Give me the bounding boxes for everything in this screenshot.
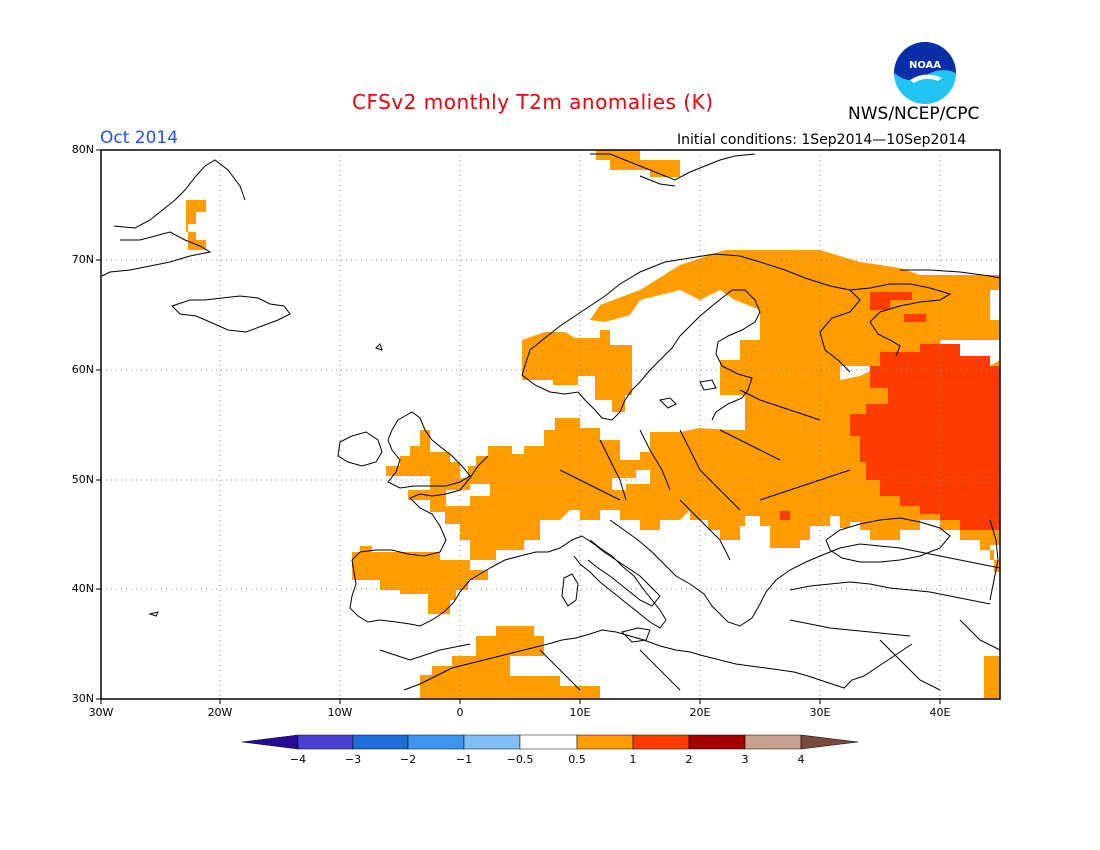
lon-label-10w: 10W — [327, 706, 353, 719]
chart-title: CFSv2 monthly T2m anomalies (K) — [352, 90, 714, 114]
lon-label-0: 0 — [456, 706, 464, 719]
lat-label-70n: 70N — [71, 253, 94, 266]
lat-label-80n: 80N — [71, 143, 94, 156]
map-frame — [100, 149, 1001, 700]
colorbar-label: 1 — [629, 753, 637, 766]
lon-label-20w: 20W — [207, 706, 233, 719]
colorbar-label: −1 — [455, 753, 473, 766]
anomaly-kola-2 — [904, 314, 926, 322]
lat-label-40n: 40N — [71, 582, 94, 595]
anomaly-southeast — [984, 656, 1000, 698]
lon-label-30w: 30W — [88, 706, 114, 719]
colorbar-swatch-1-2 — [632, 734, 690, 750]
lat-label-30n: 30N — [71, 692, 94, 705]
colorbar-label: −0.5 — [506, 753, 534, 766]
lat-label-50n: 50N — [71, 473, 94, 486]
colorbar-label: −2 — [399, 753, 417, 766]
logo-text: NOAA — [909, 60, 941, 71]
colorbar — [241, 734, 859, 750]
colorbar-swatch-lt-4 — [241, 734, 299, 750]
colorbar-label: −4 — [289, 753, 307, 766]
colorbar-label: −3 — [344, 753, 362, 766]
anomaly-west-scandinavia — [522, 330, 632, 412]
initial-conditions: Initial conditions: 1Sep2014—10Sep2014 — [677, 132, 967, 148]
colorbar-swatch-m3-m2 — [352, 734, 409, 750]
colorbar-swatch-m4-m3 — [297, 734, 354, 750]
anomaly-central-europe — [386, 418, 760, 560]
axis-ticks — [96, 149, 941, 704]
noaa-logo: NOAA — [894, 42, 956, 104]
anomaly-western-russia — [850, 344, 1000, 530]
anomaly-iberia — [352, 546, 488, 614]
colorbar-swatch-05-1 — [576, 734, 634, 750]
colorbar-swatch-2-3 — [688, 734, 746, 750]
lon-label-10e: 10E — [569, 706, 591, 719]
lat-label-60n: 60N — [71, 363, 94, 376]
colorbar-swatch-3-4 — [744, 734, 802, 750]
colorbar-swatch-neutral — [519, 734, 578, 750]
colorbar-label: 4 — [797, 753, 805, 766]
anomaly-greenland — [186, 200, 206, 250]
anomaly-small-red — [780, 511, 790, 520]
coastlines — [101, 153, 1001, 691]
colorbar-swatch-m2-m1 — [407, 734, 465, 750]
lon-label-20e: 20E — [689, 706, 711, 719]
anomaly-north-africa — [420, 626, 600, 698]
colorbar-label: 2 — [685, 753, 693, 766]
colorbar-label: 0.5 — [568, 753, 586, 766]
organization-label: NWS/NCEP/CPC — [848, 104, 980, 124]
anomaly-kola — [870, 292, 912, 310]
colorbar-swatch-gt-4 — [800, 734, 859, 750]
lon-label-40e: 40E — [929, 706, 951, 719]
forecast-month: Oct 2014 — [100, 128, 179, 148]
colorbar-label: 3 — [741, 753, 749, 766]
anomaly-fill-layer — [186, 150, 1000, 698]
lon-label-30e: 30E — [809, 706, 831, 719]
colorbar-swatch-m1-m05 — [463, 734, 521, 750]
